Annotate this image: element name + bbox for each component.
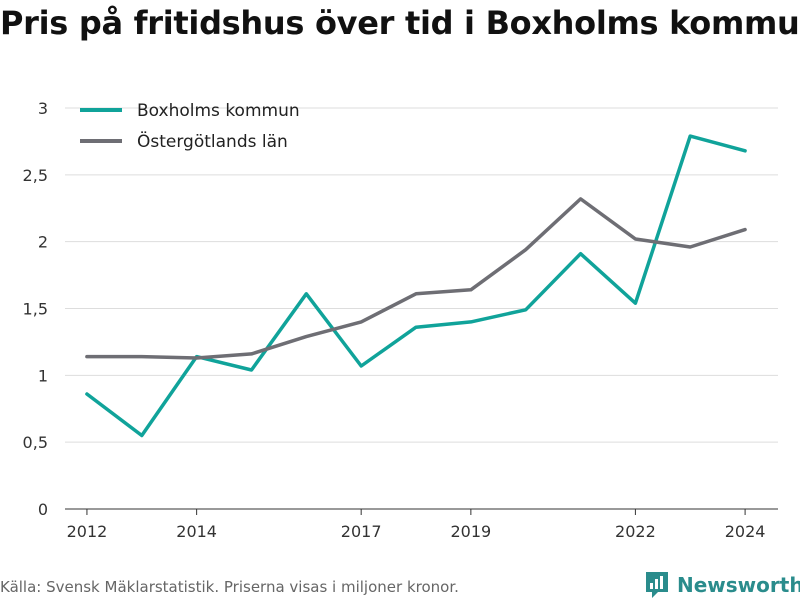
y-tick-label: 3 <box>38 99 48 118</box>
y-tick-label: 2,5 <box>23 166 48 185</box>
legend-label-2: Östergötlands län <box>137 130 288 152</box>
newsworthy-logo-text: Newsworthy <box>677 573 800 597</box>
y-tick-label: 2 <box>38 233 48 252</box>
series-line-1 <box>85 134 747 438</box>
x-tick-label: 2017 <box>341 522 382 541</box>
chart-title: Pris på fritidshus över tid i Boxholms k… <box>0 4 800 42</box>
x-tick-label: 2019 <box>451 522 492 541</box>
y-tick-label: 0,5 <box>23 433 48 452</box>
y-tick-label: 0 <box>38 500 48 519</box>
newsworthy-logo: Newsworthy <box>644 570 800 600</box>
x-tick-label: 2014 <box>176 522 217 541</box>
newsworthy-logo-icon <box>646 572 668 598</box>
legend-label-1: Boxholms kommun <box>137 101 300 121</box>
y-tick-label: 1 <box>38 366 48 385</box>
x-tick-label: 2012 <box>67 522 108 541</box>
source-note: Källa: Svensk Mäklarstatistik. Priserna … <box>0 578 459 596</box>
x-tick-label: 2022 <box>615 522 656 541</box>
y-tick-label: 1,5 <box>23 300 48 319</box>
series-line-2 <box>85 197 747 360</box>
x-tick-label: 2024 <box>725 522 766 541</box>
